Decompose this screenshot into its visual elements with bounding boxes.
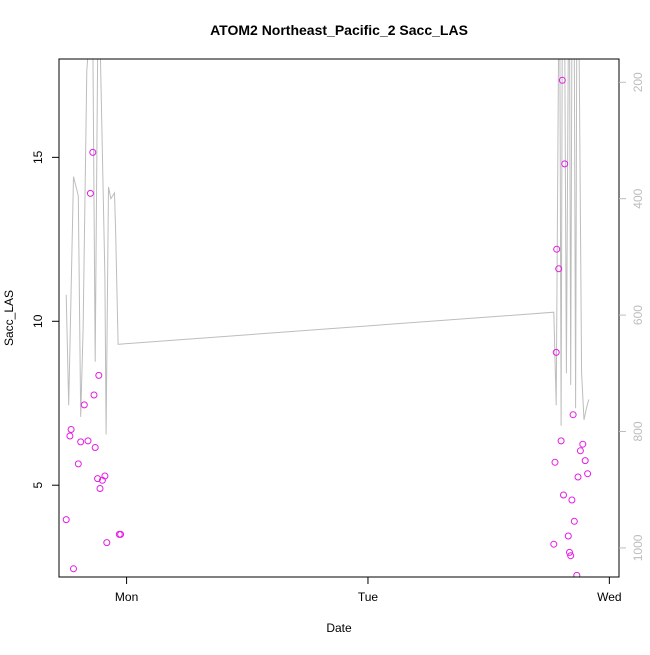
data-point (561, 160, 569, 168)
data-point (567, 552, 575, 560)
data-point (74, 460, 82, 468)
data-point (91, 444, 99, 451)
data-point (80, 401, 88, 409)
data-point (579, 440, 587, 448)
data-point (94, 475, 102, 483)
data-point (101, 472, 109, 480)
data-point (67, 426, 75, 433)
right-tick-label: 400 (631, 188, 645, 208)
data-point (584, 470, 592, 478)
data-point (550, 540, 558, 548)
data-point (62, 516, 70, 524)
data-point (569, 411, 577, 419)
data-point (557, 437, 565, 445)
x-tick-label: Wed (597, 590, 621, 604)
data-point (574, 473, 582, 481)
x-axis-label: Date (326, 621, 352, 635)
data-point (551, 458, 559, 466)
data-point (84, 437, 92, 445)
data-point (581, 457, 589, 465)
data-point (70, 565, 77, 573)
data-point (576, 447, 584, 455)
x-tick-label: Tue (358, 590, 379, 604)
chart-title: ATOM2 Northeast_Pacific_2 Sacc_LAS (210, 22, 468, 38)
data-point (117, 530, 125, 538)
y-tick-label: 10 (31, 314, 45, 328)
data-point (573, 571, 581, 577)
plot-frame (58, 58, 620, 578)
data-point (555, 265, 563, 273)
data-point (89, 148, 97, 156)
data-point (566, 548, 573, 556)
data-point (95, 371, 103, 379)
x-tick-label: Mon (115, 590, 138, 604)
series-line-gray (65, 59, 590, 435)
right-tick-label: 600 (631, 305, 645, 325)
data-point (77, 438, 85, 446)
data-point (103, 539, 111, 547)
data-point (568, 496, 576, 504)
data-point (564, 532, 572, 540)
data-point (66, 432, 74, 440)
right-tick-label: 1000 (631, 534, 645, 561)
y-tick-label: 15 (31, 150, 45, 164)
y-axis-label: Sacc_LAS (2, 290, 16, 346)
right-tick-label: 200 (631, 72, 645, 92)
data-point (96, 485, 104, 492)
right-tick-label: 800 (631, 421, 645, 441)
data-point (553, 245, 561, 253)
data-point (560, 491, 567, 499)
data-point (558, 76, 566, 84)
data-point (570, 517, 578, 525)
data-point (552, 348, 560, 356)
plot-layer: Mon Tue Wed 5 10 15 200 400 600 800 1000 (31, 58, 645, 604)
y-tick-label: 5 (31, 482, 45, 489)
data-point (90, 391, 98, 399)
data-point (86, 189, 94, 197)
